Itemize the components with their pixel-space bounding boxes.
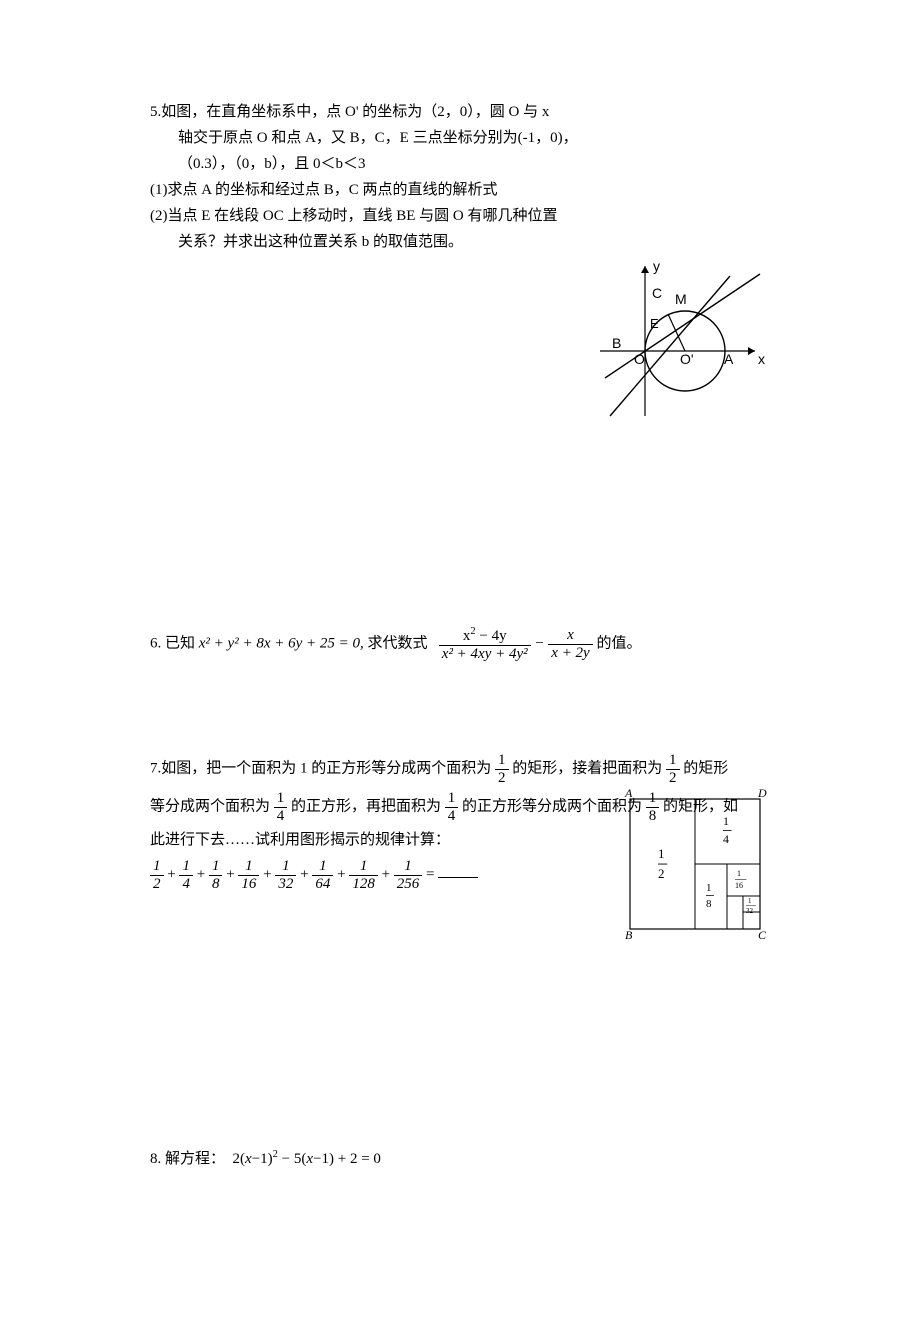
figure-5-svg: y x C M E B O O' A bbox=[590, 256, 770, 426]
p6-frac2: x x + 2y bbox=[548, 627, 592, 661]
lbl-18: 1─8 bbox=[705, 882, 714, 910]
p6-minus: − bbox=[534, 635, 544, 651]
x-arrow bbox=[748, 347, 755, 355]
p8-number: 8. bbox=[150, 1151, 161, 1167]
p6-frac1-num: x2 − 4y bbox=[439, 626, 531, 646]
label-a: A bbox=[724, 351, 734, 367]
problem-8: 8. 解方程： 2(x−1)2 − 5(x−1) + 2 = 0 bbox=[150, 1147, 770, 1171]
problem-7: 7.如图，把一个面积为 1 的正方形等分成两个面积为 12 的矩形，接着把面积为… bbox=[150, 752, 770, 947]
lbl-116: 1──16 bbox=[734, 869, 747, 890]
label-y: y bbox=[653, 258, 660, 274]
p6-prefix: 已知 bbox=[165, 635, 195, 651]
label-e: E bbox=[650, 316, 659, 331]
label-m: M bbox=[675, 291, 687, 307]
p7-number: 7. bbox=[150, 760, 161, 776]
p6-suffix: 的值。 bbox=[596, 635, 641, 651]
figure-7-svg: A D B C 1─2 1─4 1─8 1──16 1──32 bbox=[620, 784, 770, 939]
figure-5: y x C M E B O O' A bbox=[590, 256, 770, 426]
p5-part1: (1)求点 A 的坐标和经过点 B，C 两点的直线的解析式 bbox=[150, 178, 620, 202]
label-b7: B bbox=[625, 928, 633, 939]
p5-line3: （0.3），（0，b），且 0＜b＜3 bbox=[150, 152, 620, 176]
problem-5-text: 5.如图，在直角坐标系中，点 O' 的坐标为（2，0），圆 O 与 x 轴交于原… bbox=[150, 100, 620, 256]
p7-left: 此进行下去……试利用图形揭示的规律计算： 12 + 14 + 18 + 116 … bbox=[150, 824, 600, 892]
p8-eq: 2(x−1)2 − 5(x−1) + 2 = 0 bbox=[233, 1151, 381, 1167]
frac-half-1: 12 bbox=[495, 752, 509, 786]
figure-7: A D B C 1─2 1─4 1─8 1──16 1──32 bbox=[620, 784, 770, 947]
label-d7: D bbox=[757, 786, 767, 800]
p6-frac2-num: x bbox=[548, 627, 592, 645]
lbl-12: 1─2 bbox=[657, 846, 668, 881]
p6-frac1: x2 − 4y x² + 4xy + 4y² bbox=[439, 626, 531, 662]
frac-quarter-1: 14 bbox=[274, 790, 288, 824]
y-arrow bbox=[641, 266, 649, 273]
p7-line1: 7.如图，把一个面积为 1 的正方形等分成两个面积为 12 的矩形，接着把面积为… bbox=[150, 752, 770, 786]
label-b: B bbox=[612, 335, 621, 351]
lbl-14: 1─4 bbox=[722, 814, 732, 846]
p5-number: 5. bbox=[150, 104, 161, 120]
p6-frac1-den: x² + 4xy + 4y² bbox=[439, 646, 531, 663]
label-c: C bbox=[652, 285, 662, 301]
p5-line2: 轴交于原点 O 和点 A，又 B，C，E 三点坐标分别为(-1，0)， bbox=[150, 126, 620, 150]
line-bc bbox=[610, 276, 730, 416]
p6-frac2-den: x + 2y bbox=[548, 645, 592, 662]
label-x: x bbox=[758, 351, 765, 367]
label-a7: A bbox=[624, 786, 633, 800]
label-o: O bbox=[634, 351, 645, 367]
p7-sum: 12 + 14 + 18 + 116 + 132 + 164 + 1128 + … bbox=[150, 858, 600, 892]
p6-number: 6. bbox=[150, 635, 161, 651]
p6-eq: x² + y² + 8x + 6y + 25 = 0, bbox=[199, 635, 364, 651]
p5-part2b: 关系？并求出这种位置关系 b 的取值范围。 bbox=[150, 230, 620, 254]
p7-row: 此进行下去……试利用图形揭示的规律计算： 12 + 14 + 18 + 116 … bbox=[150, 824, 770, 947]
p7-line3: 此进行下去……试利用图形揭示的规律计算： bbox=[150, 828, 600, 852]
frac-quarter-2: 14 bbox=[445, 790, 459, 824]
p5-line1: 5.如图，在直角坐标系中，点 O' 的坐标为（2，0），圆 O 与 x bbox=[150, 100, 620, 124]
p5-part2a: (2)当点 E 在线段 OC 上移动时，直线 BE 与圆 O 有哪几种位置 bbox=[150, 204, 620, 228]
problem-5: 5.如图，在直角坐标系中，点 O' 的坐标为（2，0），圆 O 与 x 轴交于原… bbox=[150, 100, 770, 426]
frac-half-2: 12 bbox=[666, 752, 680, 786]
problem-6: 6. 已知 x² + y² + 8x + 6y + 25 = 0, 求代数式 x… bbox=[150, 626, 770, 662]
p8-prefix: 解方程： bbox=[165, 1151, 225, 1167]
label-op: O' bbox=[680, 351, 694, 367]
label-c7: C bbox=[758, 928, 767, 939]
p6-mid: 求代数式 bbox=[368, 635, 428, 651]
